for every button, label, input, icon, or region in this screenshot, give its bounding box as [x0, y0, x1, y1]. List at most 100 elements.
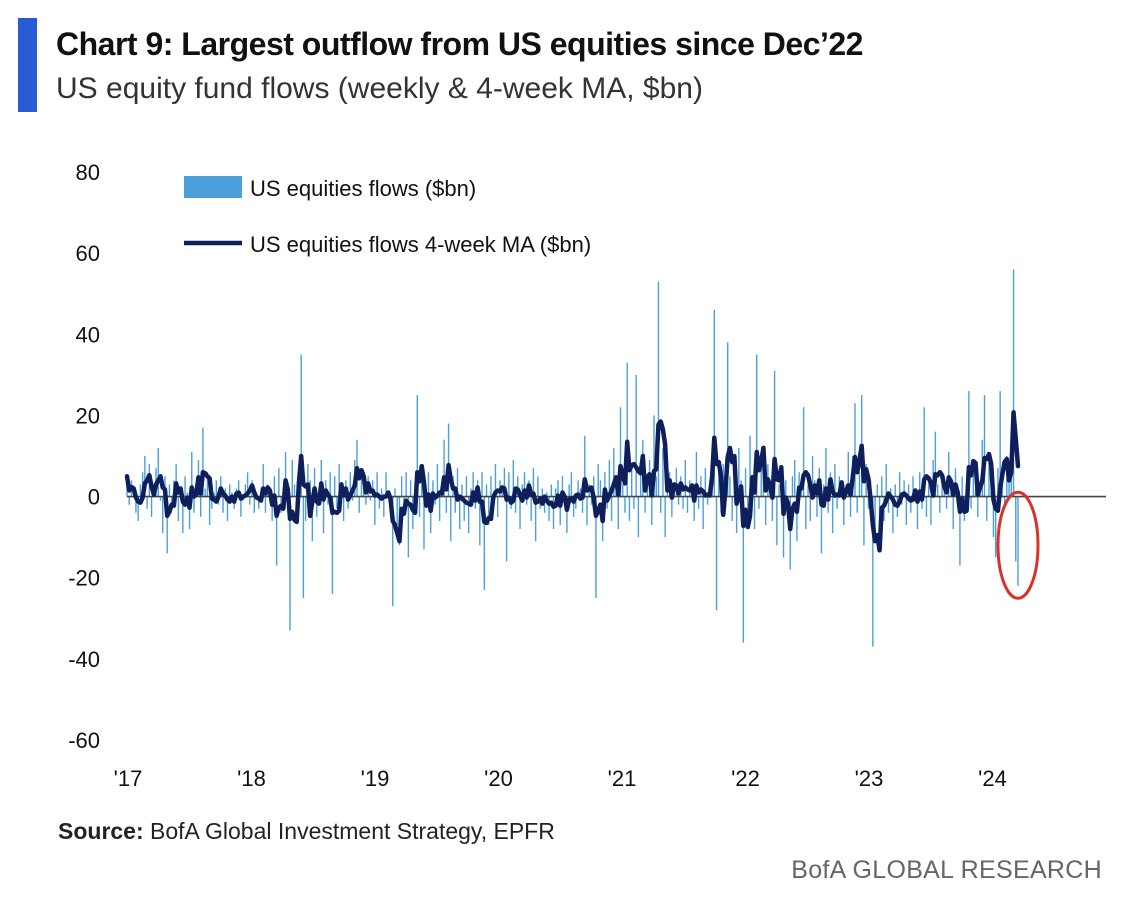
flow-bar [820, 496, 823, 554]
flow-bar [394, 488, 396, 497]
flow-bar [664, 496, 666, 538]
flow-bar [193, 496, 195, 513]
flow-bar [599, 480, 602, 497]
flow-bar [662, 447, 664, 497]
flow-bar [365, 496, 367, 505]
flow-bar [807, 484, 809, 497]
flow-bar [925, 496, 928, 517]
flow-bar [349, 472, 352, 497]
flow-bar [383, 496, 385, 517]
flow-bar [727, 342, 729, 497]
flow-bar [586, 496, 588, 525]
flow-bar [907, 484, 910, 497]
flow-bar [1012, 269, 1015, 497]
flow-bar [675, 468, 678, 497]
flow-bar [559, 496, 561, 525]
x-tick-label: '24 [978, 766, 1007, 791]
flow-bar [360, 468, 363, 497]
flow-bar [128, 496, 130, 505]
flow-bar [224, 488, 226, 497]
flow-bar [548, 496, 550, 521]
flow-bar [613, 447, 615, 497]
flow-bar [532, 468, 535, 497]
flow-bar [273, 476, 276, 497]
flow-bar [809, 496, 812, 521]
flow-bar [738, 447, 740, 497]
flow-bar [304, 496, 307, 521]
flow-bar [543, 496, 546, 513]
flow-bar [358, 496, 360, 513]
flow-bar [566, 496, 568, 534]
flow-bar [867, 496, 870, 509]
flow-bar [450, 496, 452, 542]
source-note: Source: BofA Global Investment Strategy,… [58, 818, 555, 845]
flow-bar [1008, 476, 1010, 497]
flow-bar [626, 362, 628, 497]
flow-bar [342, 496, 345, 521]
flow-bar [827, 496, 829, 513]
flow-bar [199, 496, 202, 517]
flow-bar [798, 472, 800, 497]
flow-bar [718, 472, 720, 497]
flow-bar [485, 484, 488, 497]
flow-bar [872, 496, 874, 647]
flow-bar [459, 496, 461, 530]
flow-bar [400, 476, 403, 497]
flow-bar [320, 460, 322, 497]
flow-bar [517, 476, 519, 497]
flow-bar [816, 496, 818, 517]
flow-bar [374, 496, 376, 525]
flow-bar [519, 496, 521, 530]
flow-bar [805, 496, 807, 530]
flow-bar [211, 496, 213, 509]
flow-bar [552, 496, 555, 530]
flow-bar [144, 456, 146, 497]
source-label: Source: [58, 818, 144, 844]
flow-bar [948, 451, 950, 497]
flow-bar [1017, 496, 1019, 586]
flow-bar [438, 496, 441, 521]
flow-bar [222, 496, 224, 513]
flow-bar [465, 476, 468, 497]
flow-bar [555, 488, 557, 497]
ma-line [124, 410, 1021, 553]
flow-bar [333, 476, 336, 497]
x-tick-label: '21 [608, 766, 637, 791]
y-tick-label: 0 [88, 485, 100, 510]
flow-bar [481, 472, 483, 497]
flow-bar [188, 496, 191, 530]
flow-bar [523, 472, 526, 497]
latest-outflow-highlight [996, 490, 1040, 600]
flow-bar [863, 496, 865, 546]
flow-bar [262, 464, 264, 497]
flow-bar [550, 484, 552, 497]
flow-bar [999, 391, 1001, 497]
flow-bar [436, 464, 439, 497]
flow-bar [910, 496, 912, 513]
flow-bar [561, 476, 564, 497]
y-tick-label: -20 [68, 566, 100, 591]
flow-bar [166, 496, 168, 554]
flow-bar [418, 496, 421, 517]
flow-bar [1015, 496, 1017, 562]
flow-bar [758, 496, 760, 509]
flow-bar [610, 496, 613, 521]
flow-bar [139, 484, 142, 497]
flow-bar [831, 496, 834, 534]
flow-bar [208, 496, 211, 525]
flow-bar [407, 496, 410, 558]
flow-bar [756, 354, 758, 497]
flow-bar [258, 496, 260, 509]
flow-bar [876, 484, 879, 497]
flow-bar [226, 496, 229, 521]
flow-bar [744, 468, 747, 497]
flow-bar [637, 496, 640, 538]
x-tick-label: '20 [484, 766, 513, 791]
x-tick-label: '22 [731, 766, 760, 791]
flow-bar [376, 472, 378, 497]
weekly-flow-bars [126, 269, 1019, 647]
y-tick-label: 40 [76, 322, 100, 347]
flow-bar [237, 480, 240, 497]
flow-bar [249, 496, 251, 505]
flow-bar [604, 472, 606, 497]
